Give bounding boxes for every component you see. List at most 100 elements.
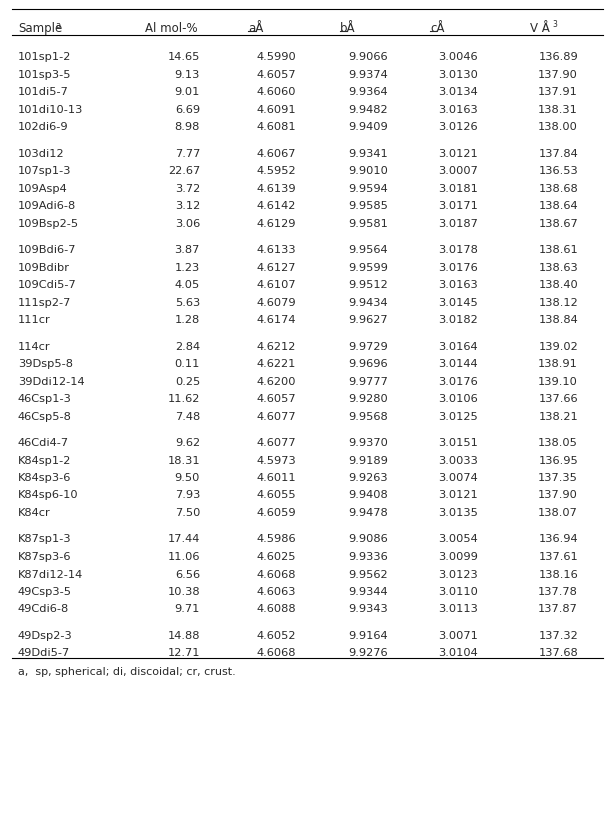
Text: 138.40: 138.40 [538,280,578,290]
Text: 9.9777: 9.9777 [348,376,388,386]
Text: 3.0130: 3.0130 [438,70,478,79]
Text: 9.9696: 9.9696 [348,359,388,368]
Text: cÅ: cÅ [430,22,445,35]
Text: 49Csp3-5: 49Csp3-5 [18,586,72,596]
Text: 137.87: 137.87 [538,604,578,614]
Text: 9.9585: 9.9585 [348,200,388,211]
Text: 4.6063: 4.6063 [256,586,296,596]
Text: 9.9364: 9.9364 [348,87,388,97]
Text: 3.0164: 3.0164 [438,341,478,351]
Text: 9.9512: 9.9512 [348,280,388,290]
Text: 9.9478: 9.9478 [348,508,388,518]
Text: 3.0181: 3.0181 [438,183,478,193]
Text: a: a [56,21,61,30]
Text: 8.98: 8.98 [175,122,200,132]
Text: 4.5952: 4.5952 [256,166,296,176]
Text: 4.6068: 4.6068 [256,647,296,657]
Text: 4.6129: 4.6129 [256,219,296,229]
Text: 3.0104: 3.0104 [438,647,478,657]
Text: 3.0145: 3.0145 [438,297,478,307]
Text: 14.65: 14.65 [168,52,200,62]
Text: 9.71: 9.71 [175,604,200,614]
Text: 101sp1-2: 101sp1-2 [18,52,71,62]
Text: 136.89: 136.89 [538,52,578,62]
Text: 3.0074: 3.0074 [438,473,478,483]
Text: 46Csp1-3: 46Csp1-3 [18,393,72,403]
Text: 4.6107: 4.6107 [256,280,296,290]
Text: 111sp2-7: 111sp2-7 [18,297,71,307]
Text: 138.84: 138.84 [538,315,578,325]
Text: 101sp3-5: 101sp3-5 [18,70,71,79]
Text: 9.62: 9.62 [175,437,200,447]
Text: 11.62: 11.62 [168,393,200,403]
Text: 3.0110: 3.0110 [438,586,478,596]
Text: 4.6011: 4.6011 [256,473,296,483]
Text: 46Csp5-8: 46Csp5-8 [18,411,72,421]
Text: 4.6081: 4.6081 [256,122,296,132]
Text: 3.72: 3.72 [175,183,200,193]
Text: 136.95: 136.95 [538,455,578,465]
Text: 138.91: 138.91 [538,359,578,368]
Text: K87sp3-6: K87sp3-6 [18,551,71,561]
Text: 4.6068: 4.6068 [256,569,296,579]
Text: 4.6142: 4.6142 [256,200,296,211]
Text: 9.9010: 9.9010 [348,166,388,176]
Text: 5.63: 5.63 [175,297,200,307]
Text: 101di10-13: 101di10-13 [18,104,84,114]
Text: 14.88: 14.88 [167,630,200,640]
Text: 4.6174: 4.6174 [256,315,296,325]
Text: K84sp6-10: K84sp6-10 [18,490,79,500]
Text: 3.0178: 3.0178 [438,245,478,255]
Text: 4.6067: 4.6067 [256,148,296,158]
Text: 102di6-9: 102di6-9 [18,122,69,132]
Text: 1.28: 1.28 [175,315,200,325]
Text: 3.0163: 3.0163 [438,280,478,290]
Text: 9.9344: 9.9344 [348,586,388,596]
Text: 9.9408: 9.9408 [348,490,388,500]
Text: 18.31: 18.31 [167,455,200,465]
Text: 9.9374: 9.9374 [348,70,388,79]
Text: 4.6088: 4.6088 [256,604,296,614]
Text: 3.0099: 3.0099 [438,551,478,561]
Text: 22.67: 22.67 [168,166,200,176]
Text: a,  sp, spherical; di, discoidal; cr, crust.: a, sp, spherical; di, discoidal; cr, cru… [18,667,236,676]
Text: 3.0106: 3.0106 [438,393,478,403]
Text: 9.9276: 9.9276 [348,647,388,657]
Text: 0.25: 0.25 [175,376,200,386]
Text: 3.0151: 3.0151 [438,437,478,447]
Text: 137.90: 137.90 [538,490,578,500]
Text: 11.06: 11.06 [167,551,200,561]
Text: 3.0123: 3.0123 [438,569,478,579]
Text: 111cr: 111cr [18,315,51,325]
Text: 49Ddi5-7: 49Ddi5-7 [18,647,70,657]
Text: 9.9482: 9.9482 [348,104,388,114]
Text: 39Ddi12-14: 39Ddi12-14 [18,376,85,386]
Text: 3.0126: 3.0126 [438,122,478,132]
Text: 4.6052: 4.6052 [256,630,296,640]
Text: 137.91: 137.91 [538,87,578,97]
Text: 9.9599: 9.9599 [348,262,388,272]
Text: 39Dsp5-8: 39Dsp5-8 [18,359,73,368]
Text: 138.00: 138.00 [538,122,578,132]
Text: 12.71: 12.71 [167,647,200,657]
Text: 138.12: 138.12 [538,297,578,307]
Text: 137.61: 137.61 [538,551,578,561]
Text: 9.01: 9.01 [175,87,200,97]
Text: 137.78: 137.78 [538,586,578,596]
Text: 9.9729: 9.9729 [348,341,388,351]
Text: 9.9343: 9.9343 [348,604,388,614]
Text: 4.6060: 4.6060 [256,87,296,97]
Text: V Å: V Å [530,22,550,35]
Text: aÅ: aÅ [248,22,263,35]
Text: 9.13: 9.13 [175,70,200,79]
Text: 4.6221: 4.6221 [256,359,296,368]
Text: 9.9627: 9.9627 [348,315,388,325]
Text: 139.02: 139.02 [538,341,578,351]
Text: 7.93: 7.93 [175,490,200,500]
Text: 3.0187: 3.0187 [438,219,478,229]
Text: 138.31: 138.31 [538,104,578,114]
Text: 9.9409: 9.9409 [348,122,388,132]
Text: bÅ: bÅ [340,22,355,35]
Text: 101di5-7: 101di5-7 [18,87,69,97]
Text: 1.23: 1.23 [175,262,200,272]
